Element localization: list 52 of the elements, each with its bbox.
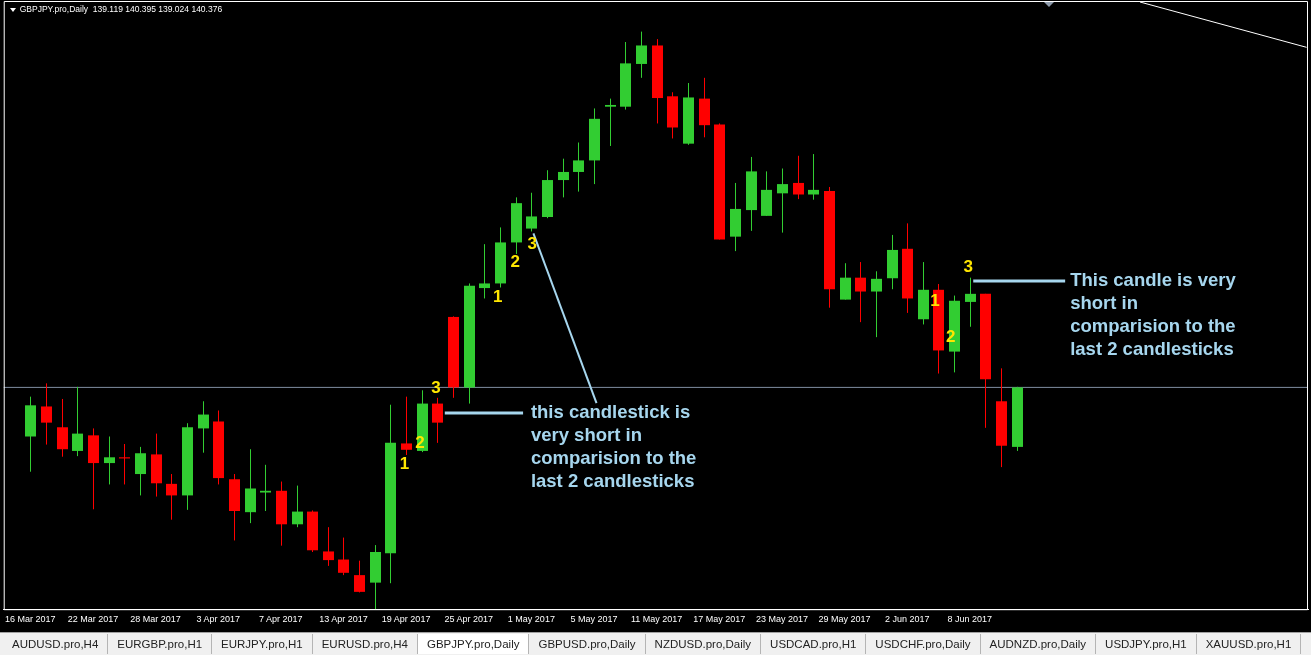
candlestick [338,537,349,576]
candlestick [57,398,68,458]
x-tick-label: 13 Apr 2017 [319,614,368,625]
candlestick [104,436,115,485]
x-tick-label: 29 May 2017 [818,614,871,625]
candlestick [354,560,365,593]
x-tick-label: 28 Mar 2017 [130,614,181,625]
candlestick [292,485,303,528]
annotation: 2 [510,251,520,271]
annotation: 3 [527,233,538,253]
candlestick [198,400,209,454]
candlestick [965,277,976,328]
candlestick [777,168,788,234]
candlestick [526,192,537,232]
candlestick [479,243,490,299]
tab: GBPJPY.pro,Daily [417,634,530,654]
annotation: This candle is very short in comparision to the last 2 candlesticks [1070,269,1237,360]
candlestick [166,473,177,521]
x-tick-label: 25 Apr 2017 [444,614,494,625]
candlestick [401,396,412,456]
x-tick-label: 16 Mar 2017 [5,614,56,625]
x-tick-label: 22 Mar 2017 [67,614,119,625]
x-tick-label: 11 May 2017 [630,614,683,625]
candlestick [605,98,616,147]
candlestick [558,158,569,198]
annotation: this candlestick is very short in comparision to the last 2 candlesticks [530,401,697,492]
candlestick [840,262,851,301]
x-tick-label: 1 May 2017 [507,614,555,625]
candlestick [793,155,804,200]
candlestick [260,464,271,512]
annotation: 3 [963,257,973,277]
x-tick-label: 8 Jun 2017 [947,614,993,625]
candlestick [573,142,584,193]
x-tick-label: 23 May 2017 [755,614,808,625]
x-tick-label: 17 May 2017 [693,614,746,625]
candlestick [41,382,52,446]
candlestick [245,448,256,524]
candlestick [72,386,83,457]
chart-title: GBPJPY.pro,Daily 139.119 140.395 139.024 140.376 [19,4,223,15]
candlestick [323,526,334,567]
candlestick [432,397,443,444]
candlestick [871,270,882,338]
annotation: 1 [492,287,503,307]
candlestick [636,31,647,79]
x-tick-label: 7 Apr 2017 [259,614,303,625]
x-tick-label: 5 May 2017 [570,614,618,625]
candlestick [855,261,866,323]
candlestick [135,446,146,496]
x-tick-label: 3 Apr 2017 [196,614,240,625]
x-tick-label: 2 Jun 2017 [884,614,930,625]
x-tick-label: 19 Apr 2017 [381,614,431,625]
annotation: 1 [399,453,410,473]
